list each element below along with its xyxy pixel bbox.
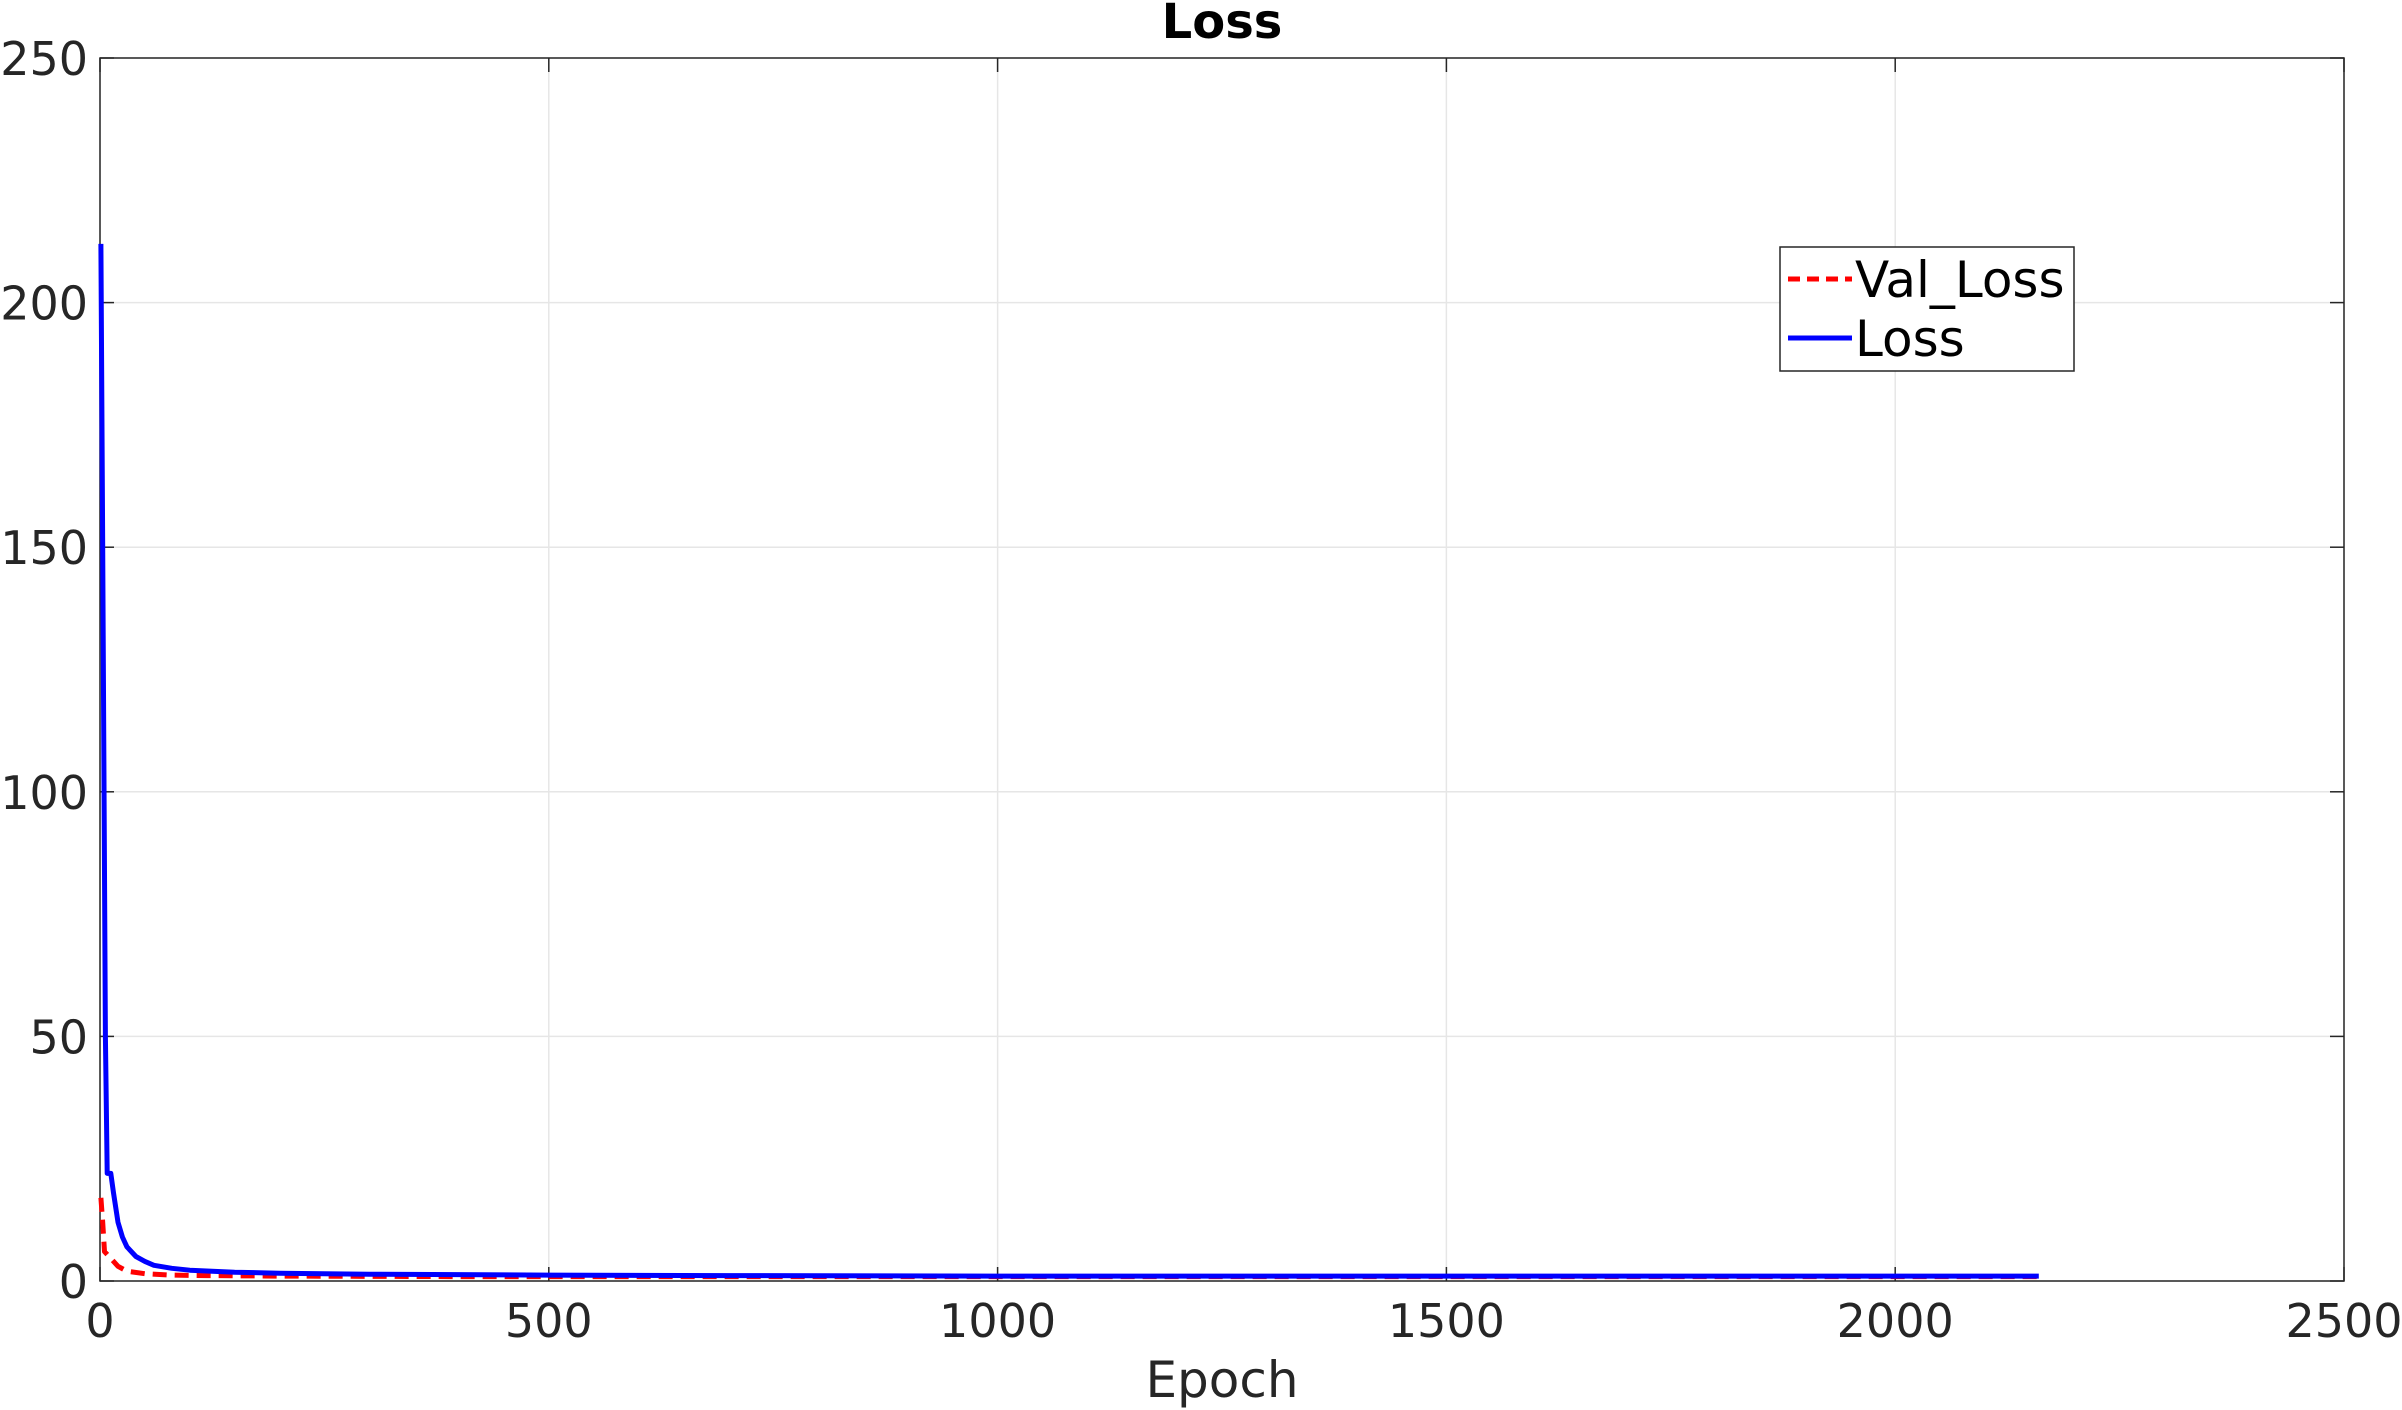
y-tick-label: 100 xyxy=(0,766,88,820)
y-tick-label: 50 xyxy=(29,1010,88,1064)
x-tick-label: 2000 xyxy=(1837,1294,1954,1348)
y-tick-label: 200 xyxy=(0,277,88,331)
y-tick-label: 150 xyxy=(0,521,88,575)
x-tick-label: 0 xyxy=(85,1294,114,1348)
series-line-loss xyxy=(98,243,2039,1279)
legend-box xyxy=(1779,246,2075,372)
x-tick-label: 1500 xyxy=(1388,1294,1505,1348)
series-lines xyxy=(98,243,2039,1280)
series-line-val-loss xyxy=(98,1197,2039,1280)
y-tick-label: 0 xyxy=(59,1255,88,1309)
legend: Val_Loss Loss xyxy=(1779,246,2075,372)
x-axis-label: Epoch xyxy=(1145,1351,1298,1409)
legend-loss-label: Loss xyxy=(1855,310,1965,368)
plot-area-frame xyxy=(99,57,2345,1282)
x-tick-label: 1000 xyxy=(939,1294,1056,1348)
chart-title: Loss xyxy=(1162,0,1283,50)
legend-val-loss-label: Val_Loss xyxy=(1855,251,2065,309)
grid-lines xyxy=(99,57,2345,1282)
axis-ticks: 0 500 1000 1500 2000 2500 0 50 100 150 200 250 xyxy=(0,32,2402,1348)
x-tick-label: 500 xyxy=(505,1294,593,1348)
x-tick-label: 2500 xyxy=(2285,1294,2402,1348)
y-tick-label: 250 xyxy=(0,32,88,86)
